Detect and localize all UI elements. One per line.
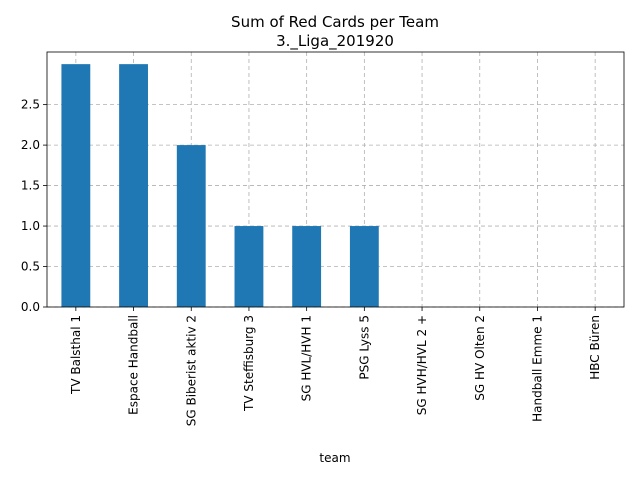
x-axis-label: team [319, 451, 350, 465]
bar [61, 64, 91, 308]
x-tick-label: Handball Emme 1 [530, 315, 544, 422]
y-tick-label: 2.5 [21, 98, 40, 112]
x-tick-label: TV Steffisburg 3 [242, 315, 256, 412]
x-tick-label: PSG Lyss 5 [357, 315, 371, 380]
bar [119, 64, 148, 308]
x-tick-label: SG HV Olten 2 [473, 315, 487, 401]
bar [176, 145, 206, 307]
y-tick-label: 2.0 [21, 138, 40, 152]
x-tick-label: SG HVH/HVL 2 + [415, 315, 429, 415]
plot-frame [46, 51, 625, 308]
bar [292, 226, 322, 307]
chart-title: Sum of Red Cards per Team [231, 13, 439, 31]
axis-ticks: TV Balsthal 1 Espace Handball SG Biberist … [21, 98, 602, 427]
y-tick-label: 0.0 [21, 300, 40, 314]
bar [234, 226, 264, 307]
x-tick-label: HBC Büren [588, 315, 602, 380]
y-tick-label: 0.5 [21, 260, 40, 274]
y-tick-label: 1.0 [21, 219, 40, 233]
x-tick-label: Espace Handball [127, 315, 141, 415]
bars [61, 64, 379, 308]
bar [349, 226, 379, 307]
x-tick-label: SG Biberist aktiv 2 [184, 315, 198, 426]
chart-subtitle: 3._Liga_201920 [276, 32, 394, 51]
x-tick-label: SG HVL/HVH 1 [300, 315, 314, 401]
x-tick-label: TV Balsthal 1 [69, 315, 83, 395]
y-tick-label: 1.5 [21, 179, 40, 193]
